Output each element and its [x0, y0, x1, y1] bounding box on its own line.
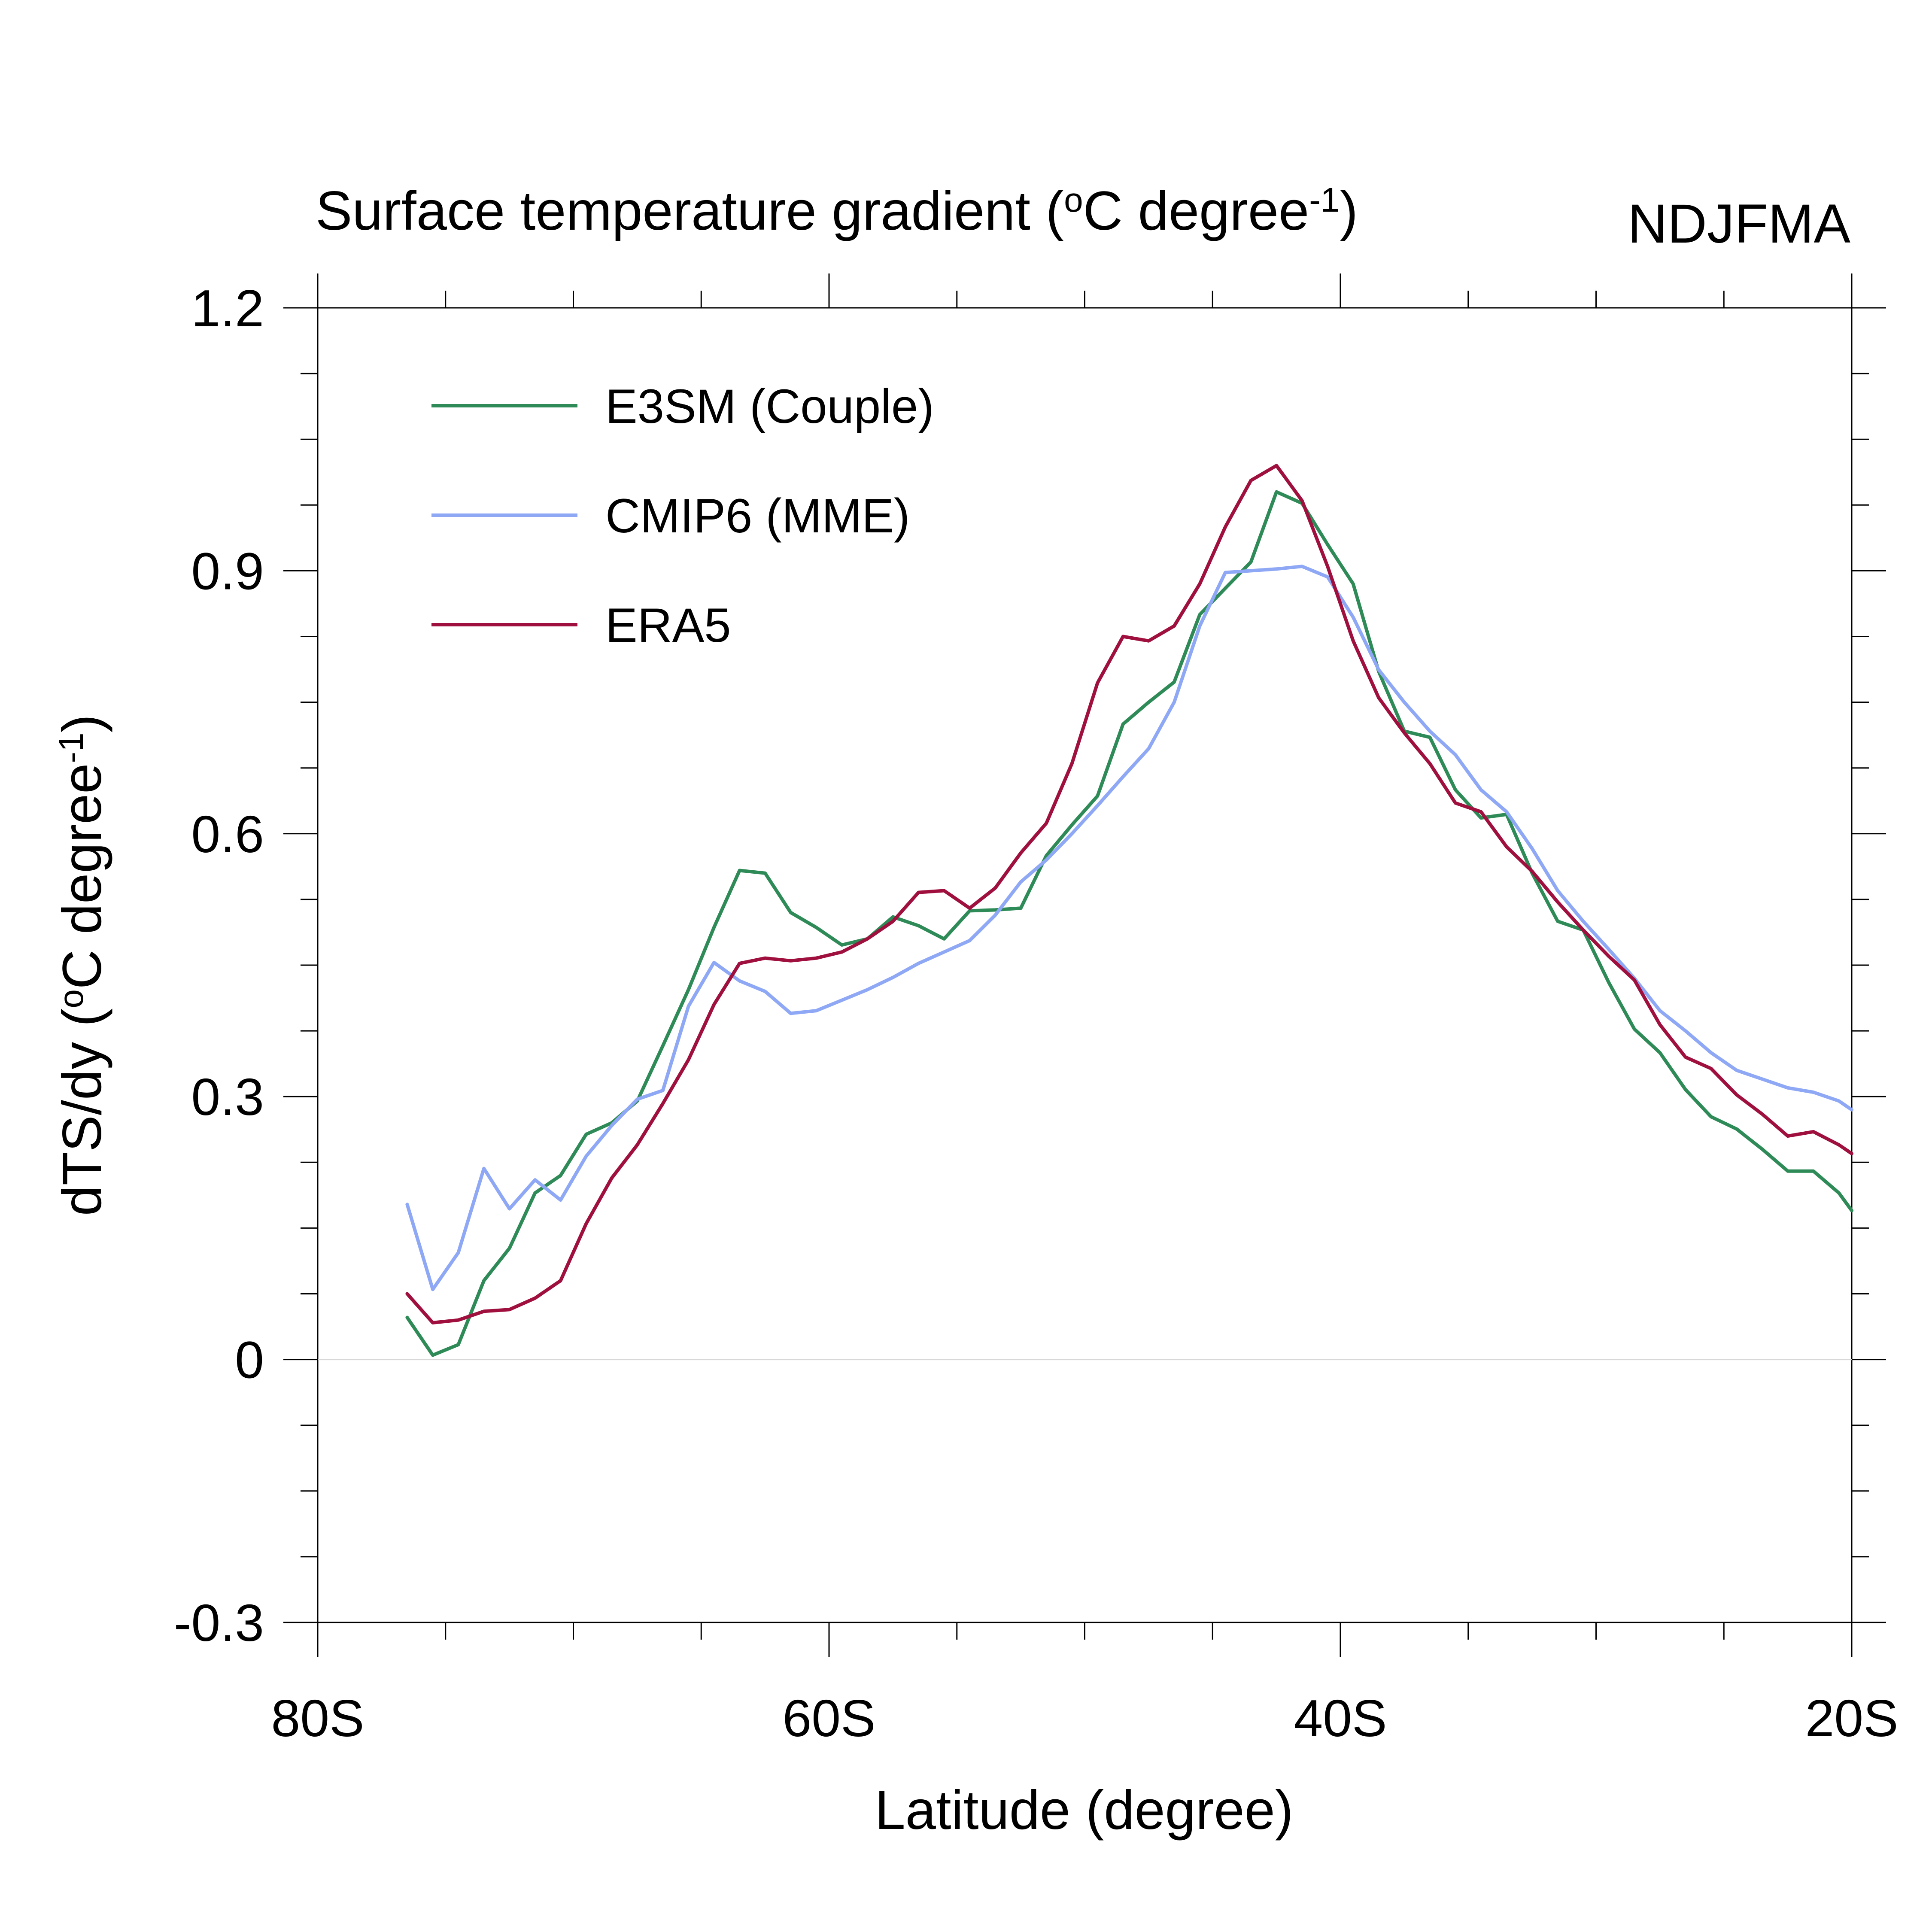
- x-tick-label: 60S: [782, 1689, 875, 1747]
- y-tick-label: 0: [235, 1331, 264, 1389]
- legend-label: E3SM (Couple): [605, 380, 934, 433]
- legend-label: CMIP6 (MME): [605, 489, 910, 543]
- y-tick-label: 0.9: [191, 542, 264, 600]
- x-tick-label: 80S: [271, 1689, 364, 1747]
- season-label: NDJFMA: [1628, 193, 1851, 255]
- series-line-e3sm-couple: [405, 490, 1853, 1357]
- y-tick-label: -0.3: [174, 1594, 264, 1652]
- series-line-era5: [405, 464, 1853, 1324]
- y-tick-label: 0.3: [191, 1068, 264, 1126]
- y-tick-label: 0.6: [191, 805, 264, 863]
- legend-label: ERA5: [605, 598, 731, 652]
- chart-title: Surface temperature gradient (oC degree-…: [316, 180, 1358, 242]
- x-tick-label: 40S: [1294, 1689, 1387, 1747]
- y-tick-label: 1.2: [191, 279, 264, 337]
- x-tick-label: 20S: [1805, 1689, 1898, 1747]
- y-axis-label: dTS/dy (oC degree-1): [52, 714, 113, 1216]
- x-axis-label: Latitude (degree): [875, 1780, 1294, 1841]
- series-line-cmip6-mme: [405, 565, 1853, 1291]
